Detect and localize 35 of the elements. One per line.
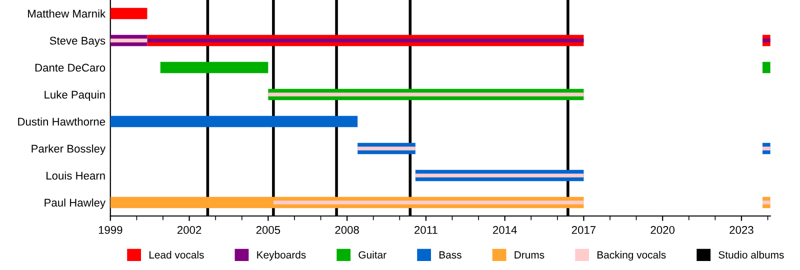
bar (268, 92, 584, 96)
x-tick-label: 2008 (335, 226, 359, 234)
legend-label: Guitar (358, 250, 386, 259)
bar (110, 38, 148, 42)
y-tick-label: Dustin Hawthorne (18, 117, 106, 126)
x-tick-label: 2005 (256, 226, 280, 234)
x-tick-label: 2011 (414, 226, 438, 234)
bar (762, 146, 770, 150)
legend-label: Bass (439, 251, 462, 259)
y-tick-label: Luke Paquin (44, 90, 105, 101)
bar (273, 200, 584, 204)
y-tick-label: Dante DeCaro (35, 64, 106, 72)
y-tick-label: Paul Hawley (44, 198, 106, 209)
bar (147, 38, 584, 42)
legend-label: Keyboards (257, 250, 306, 261)
bar (762, 200, 770, 204)
legend-label: Backing vocals (597, 250, 666, 261)
bar (415, 174, 584, 178)
x-tick-label: 2023 (730, 226, 754, 234)
y-tick-label: Louis Hearn (46, 171, 105, 180)
x-tick-label: 2002 (177, 226, 202, 234)
y-tick-label: Matthew Marnik (28, 9, 106, 18)
x-tick-label: 2020 (650, 226, 675, 234)
x-tick-label: 2014 (493, 226, 517, 234)
y-tick-label: Steve Bays (50, 36, 106, 47)
bar (110, 8, 148, 20)
x-tick-label: 1999 (98, 226, 122, 234)
legend-label: Studio albums (718, 250, 784, 259)
bar (358, 146, 416, 150)
legend-label: Drums (514, 251, 544, 259)
legend-label: Lead vocals (149, 250, 204, 259)
x-tick-label: 2017 (572, 226, 596, 234)
bar (160, 62, 268, 74)
y-tick-label: Parker Bossley (32, 144, 106, 155)
bar (110, 116, 358, 128)
